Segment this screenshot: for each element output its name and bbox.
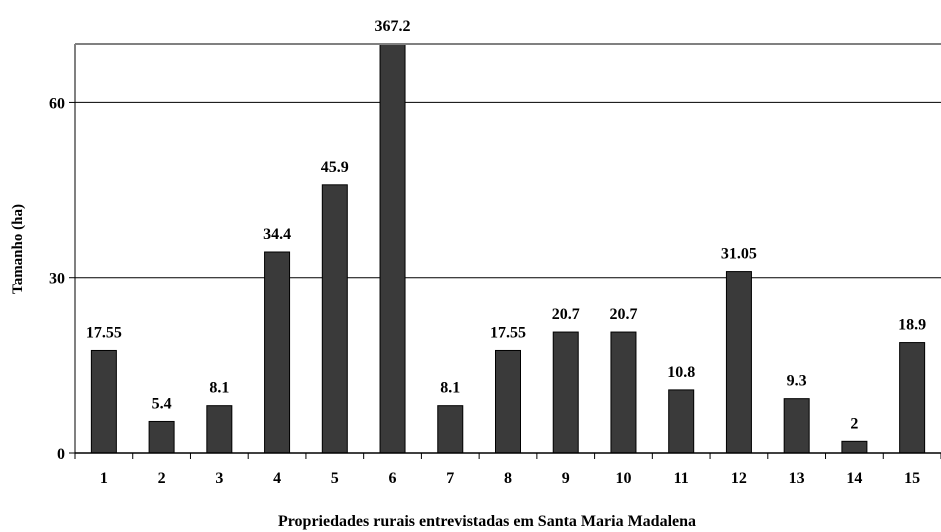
data-label: 8.1	[440, 380, 460, 397]
x-tick-label: 2	[158, 470, 166, 487]
gridlines	[75, 101, 941, 279]
bar-4	[264, 251, 291, 454]
bar-10	[610, 331, 637, 454]
x-tick-labels: 1 2 3 4 5 6 7 8 9 10 11 12 13 14 15	[74, 453, 941, 487]
y-tick-label: 60	[49, 95, 65, 112]
y-tick-label: 30	[49, 271, 65, 288]
data-labels: 17.55 5.4 8.1 34.4 45.9 367.2 8.1 17.55 20.7 20.7…	[86, 18, 926, 432]
data-label: 17.55	[490, 324, 526, 341]
x-tick-label: 14	[846, 470, 862, 487]
y-tick-label: 0	[57, 446, 65, 463]
data-label: 5.4	[152, 395, 172, 412]
bar-6	[379, 43, 406, 454]
data-label: 31.05	[721, 246, 757, 263]
bar-2	[148, 420, 175, 454]
axes	[74, 43, 941, 454]
x-tick-label: 11	[674, 470, 689, 487]
bar-11	[668, 389, 695, 454]
x-tick-label: 8	[504, 470, 512, 487]
x-tick-label: 12	[731, 470, 747, 487]
bar-15	[899, 342, 926, 454]
bar-7	[437, 405, 464, 454]
bar-14	[841, 440, 868, 454]
x-tick-label: 1	[100, 470, 108, 487]
x-tick-label: 13	[789, 470, 805, 487]
data-label: 2	[850, 415, 858, 432]
x-tick-label: 10	[615, 470, 631, 487]
x-axis-title: Propriedades rurais entrevistadas em San…	[278, 513, 696, 530]
bar-9	[552, 331, 579, 454]
data-label: 20.7	[609, 306, 637, 323]
x-tick-label: 9	[562, 470, 570, 487]
data-label: 17.55	[86, 324, 122, 341]
bar-12	[725, 271, 752, 454]
bar-1	[90, 349, 117, 454]
x-tick-label: 5	[331, 470, 339, 487]
data-label: 20.7	[552, 306, 580, 323]
bar-3	[206, 405, 233, 454]
data-label: 10.8	[667, 364, 695, 381]
x-tick-label: 7	[446, 470, 454, 487]
bar-8	[495, 349, 521, 454]
y-tick-labels: 0 30 60	[49, 95, 75, 463]
x-tick-label: 15	[904, 470, 920, 487]
data-label: 45.9	[321, 159, 349, 176]
bars	[90, 43, 926, 454]
x-tick-label: 4	[273, 470, 281, 487]
data-label: 34.4	[263, 226, 291, 243]
data-label: 367.2	[375, 18, 411, 35]
y-axis-title: Tamanho (ha)	[10, 204, 26, 294]
data-label: 8.1	[209, 380, 229, 397]
data-label: 9.3	[787, 373, 807, 390]
x-tick-label: 6	[389, 470, 397, 487]
data-label: 18.9	[898, 317, 926, 334]
bar-5	[321, 184, 348, 454]
x-tick-label: 3	[215, 470, 223, 487]
bar-13	[783, 398, 810, 454]
